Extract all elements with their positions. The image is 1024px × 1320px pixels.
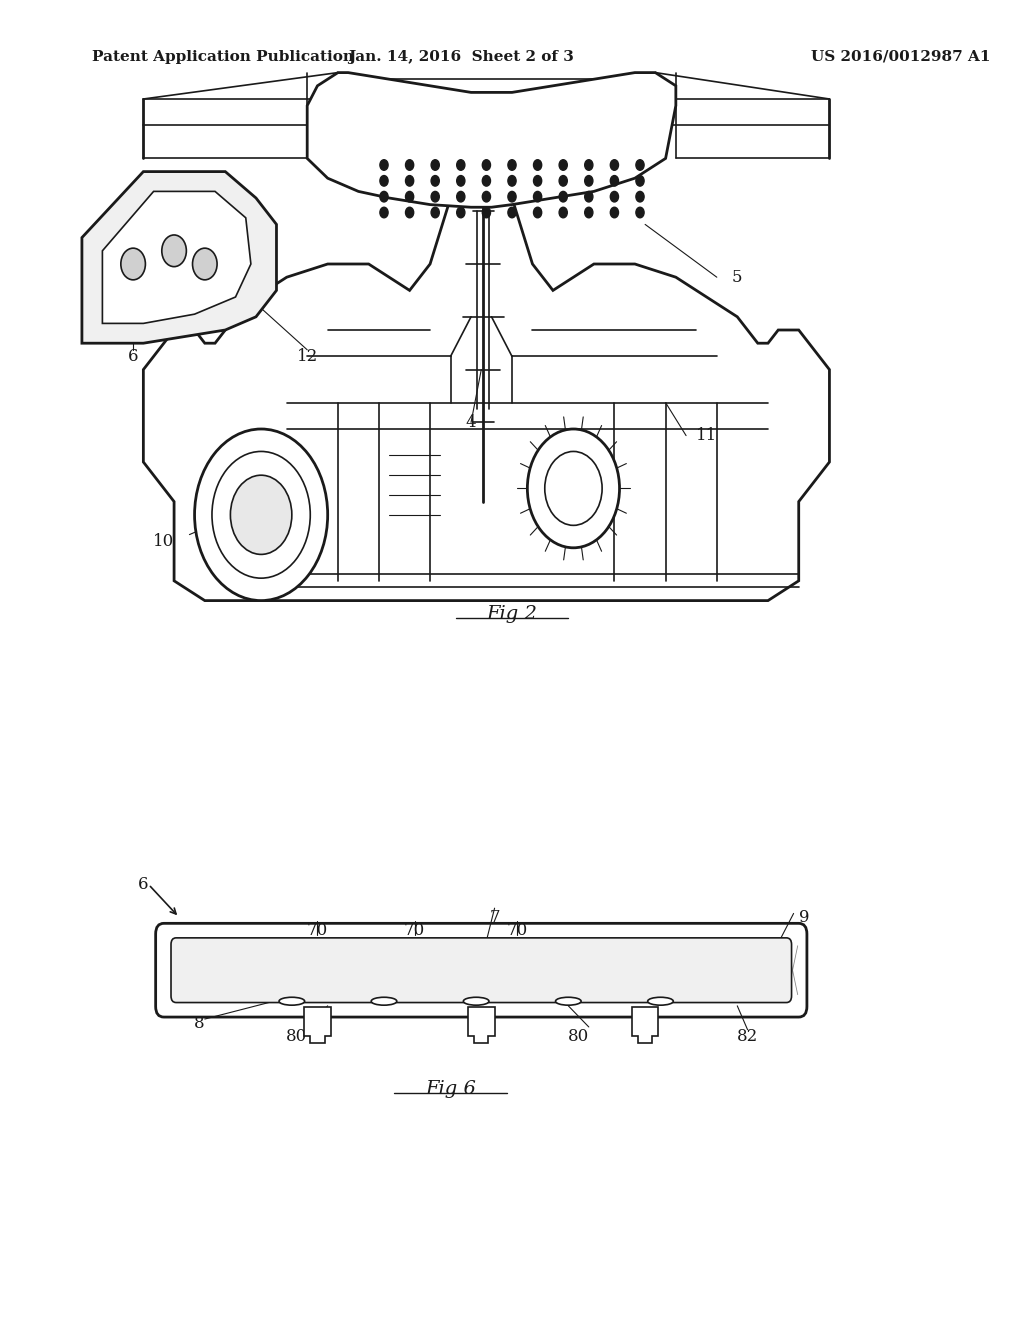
Circle shape (559, 176, 567, 186)
Ellipse shape (463, 998, 489, 1006)
FancyBboxPatch shape (156, 924, 807, 1016)
Circle shape (534, 191, 542, 202)
Circle shape (545, 451, 602, 525)
Text: 4: 4 (466, 414, 476, 430)
Circle shape (508, 160, 516, 170)
Polygon shape (82, 172, 276, 343)
Circle shape (457, 191, 465, 202)
Text: Fig 2: Fig 2 (486, 605, 538, 623)
Circle shape (406, 176, 414, 186)
Text: 6: 6 (138, 876, 148, 892)
Text: 10: 10 (154, 533, 174, 549)
Circle shape (193, 248, 217, 280)
Circle shape (508, 176, 516, 186)
Circle shape (534, 160, 542, 170)
Circle shape (482, 160, 490, 170)
Circle shape (431, 191, 439, 202)
Text: Patent Application Publication: Patent Application Publication (92, 50, 354, 63)
Ellipse shape (555, 998, 582, 1006)
Circle shape (585, 207, 593, 218)
Circle shape (195, 429, 328, 601)
Circle shape (380, 160, 388, 170)
Circle shape (482, 176, 490, 186)
Circle shape (585, 176, 593, 186)
Circle shape (527, 429, 620, 548)
Circle shape (610, 191, 618, 202)
Text: Jan. 14, 2016  Sheet 2 of 3: Jan. 14, 2016 Sheet 2 of 3 (348, 50, 573, 63)
Text: 70: 70 (307, 923, 328, 939)
Circle shape (636, 176, 644, 186)
Text: 8: 8 (195, 1015, 205, 1031)
Polygon shape (102, 191, 251, 323)
Circle shape (636, 207, 644, 218)
Circle shape (406, 160, 414, 170)
Circle shape (636, 160, 644, 170)
Ellipse shape (279, 998, 305, 1006)
Ellipse shape (371, 998, 397, 1006)
Text: 82: 82 (737, 1028, 758, 1044)
Circle shape (431, 207, 439, 218)
Circle shape (585, 160, 593, 170)
Circle shape (636, 191, 644, 202)
Circle shape (482, 191, 490, 202)
FancyBboxPatch shape (171, 937, 792, 1003)
Polygon shape (632, 1006, 658, 1043)
Polygon shape (304, 1006, 331, 1043)
Circle shape (610, 176, 618, 186)
Text: 80: 80 (287, 1028, 307, 1044)
Text: 7: 7 (489, 909, 500, 925)
Circle shape (559, 191, 567, 202)
Text: 12: 12 (297, 348, 317, 364)
Circle shape (457, 176, 465, 186)
Circle shape (212, 451, 310, 578)
Circle shape (482, 207, 490, 218)
Text: 80: 80 (568, 1028, 589, 1044)
Circle shape (431, 160, 439, 170)
Text: US 2016/0012987 A1: US 2016/0012987 A1 (811, 50, 991, 63)
Circle shape (380, 191, 388, 202)
Circle shape (457, 160, 465, 170)
Circle shape (457, 207, 465, 218)
Polygon shape (307, 73, 676, 207)
Circle shape (559, 160, 567, 170)
Text: 70: 70 (404, 923, 425, 939)
Circle shape (508, 207, 516, 218)
Text: Fig 6: Fig 6 (425, 1080, 476, 1098)
Circle shape (585, 191, 593, 202)
Text: 9: 9 (799, 909, 809, 925)
Circle shape (508, 191, 516, 202)
Circle shape (380, 176, 388, 186)
Circle shape (534, 207, 542, 218)
Circle shape (610, 207, 618, 218)
Circle shape (431, 176, 439, 186)
Circle shape (406, 191, 414, 202)
Circle shape (380, 207, 388, 218)
Circle shape (162, 235, 186, 267)
Ellipse shape (648, 998, 674, 1006)
Text: 6: 6 (128, 348, 138, 364)
Text: 11: 11 (696, 428, 717, 444)
Text: 70: 70 (507, 923, 527, 939)
Polygon shape (468, 1006, 495, 1043)
Circle shape (230, 475, 292, 554)
Circle shape (610, 160, 618, 170)
Circle shape (406, 207, 414, 218)
Circle shape (121, 248, 145, 280)
Circle shape (534, 176, 542, 186)
Polygon shape (143, 139, 829, 601)
Text: 5: 5 (732, 269, 742, 285)
Circle shape (559, 207, 567, 218)
